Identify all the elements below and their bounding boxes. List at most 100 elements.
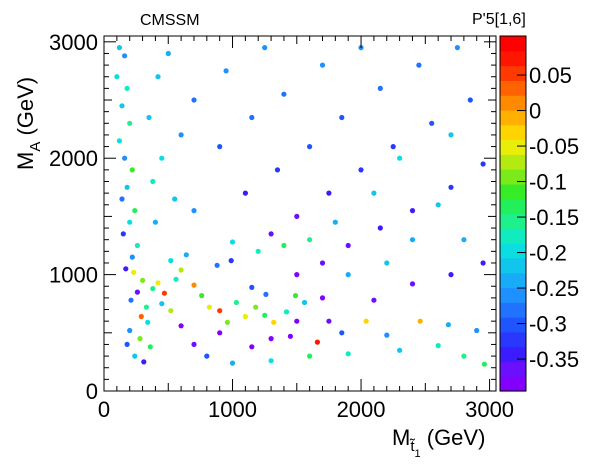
data-point bbox=[119, 103, 125, 109]
colorbar-segment bbox=[500, 376, 526, 392]
data-point bbox=[137, 336, 143, 342]
data-point bbox=[178, 132, 184, 138]
data-point bbox=[397, 155, 403, 161]
data-point bbox=[283, 309, 290, 315]
colorbar-frame bbox=[499, 35, 527, 392]
colorbar-tick-label: 0.05 bbox=[529, 63, 572, 88]
data-point bbox=[204, 353, 210, 359]
data-point bbox=[255, 248, 261, 254]
data-point bbox=[122, 155, 128, 161]
data-point bbox=[253, 304, 259, 310]
data-point bbox=[467, 97, 473, 103]
data-point bbox=[165, 50, 171, 57]
data-point bbox=[114, 74, 120, 80]
data-point bbox=[274, 167, 281, 173]
data-point bbox=[145, 319, 151, 325]
data-point bbox=[345, 242, 351, 249]
x-tick-label: 3000 bbox=[465, 397, 514, 422]
colorbar-segment bbox=[500, 302, 526, 318]
data-point bbox=[191, 341, 197, 347]
data-point bbox=[481, 361, 487, 367]
data-point bbox=[345, 351, 351, 357]
data-point bbox=[249, 284, 255, 290]
data-point bbox=[271, 319, 277, 325]
data-point bbox=[242, 190, 248, 196]
colorbar-tick-label: -0.25 bbox=[529, 276, 579, 301]
data-point bbox=[294, 272, 300, 278]
data-point bbox=[233, 299, 239, 306]
data-point bbox=[150, 286, 156, 292]
data-point bbox=[122, 53, 128, 59]
data-point bbox=[191, 282, 197, 288]
data-point bbox=[480, 260, 486, 266]
colorbar-tick-label: 0 bbox=[529, 99, 541, 124]
data-point bbox=[326, 190, 332, 196]
data-point bbox=[409, 237, 416, 243]
data-point bbox=[307, 353, 313, 359]
data-point bbox=[281, 242, 287, 249]
colorbar-segment bbox=[500, 36, 526, 52]
data-point bbox=[480, 161, 486, 167]
colorbar-segment bbox=[500, 124, 526, 141]
data-point bbox=[173, 276, 179, 282]
data-point bbox=[228, 258, 234, 264]
data-point bbox=[461, 353, 467, 359]
data-point bbox=[461, 237, 467, 243]
data-point bbox=[116, 45, 122, 51]
data-point bbox=[377, 85, 383, 91]
data-point bbox=[159, 155, 165, 161]
data-point bbox=[384, 260, 390, 266]
data-point bbox=[249, 114, 255, 121]
data-point bbox=[339, 330, 345, 336]
data-point bbox=[172, 196, 178, 202]
data-point bbox=[319, 260, 326, 266]
data-point bbox=[417, 318, 423, 324]
data-point bbox=[409, 208, 416, 214]
colorbar-segment bbox=[500, 287, 526, 303]
data-point bbox=[319, 295, 326, 301]
data-point bbox=[132, 208, 138, 214]
data-point bbox=[307, 144, 313, 150]
data-point bbox=[131, 269, 137, 275]
colorbar-segment bbox=[500, 361, 526, 377]
data-point bbox=[281, 91, 287, 97]
data-point bbox=[150, 178, 156, 185]
data-point bbox=[292, 293, 299, 299]
data-point bbox=[191, 208, 197, 214]
data-point bbox=[409, 281, 416, 287]
colorbar-segment bbox=[500, 272, 526, 289]
colorbar-segment bbox=[500, 331, 526, 348]
data-point bbox=[229, 360, 236, 366]
y-tick-label: 1000 bbox=[49, 263, 98, 288]
data-point bbox=[191, 97, 197, 103]
data-point bbox=[146, 114, 152, 121]
data-point bbox=[371, 190, 377, 196]
data-point bbox=[307, 237, 313, 243]
data-point bbox=[138, 313, 144, 320]
data-point bbox=[262, 45, 268, 51]
colorbar-segment bbox=[500, 154, 526, 170]
colorbar-segment bbox=[500, 213, 526, 229]
data-point bbox=[124, 184, 130, 190]
colorbar-tick-label: -0.15 bbox=[529, 205, 579, 230]
data-point bbox=[242, 313, 248, 320]
colorbar-tick-label: -0.1 bbox=[529, 170, 567, 195]
data-point bbox=[217, 330, 223, 336]
data-point bbox=[358, 167, 364, 173]
data-point bbox=[294, 213, 300, 219]
data-point bbox=[454, 45, 460, 51]
colorbar-segment bbox=[500, 346, 526, 363]
data-point bbox=[435, 343, 441, 349]
data-point bbox=[287, 333, 293, 339]
data-point bbox=[326, 318, 332, 324]
data-point bbox=[217, 144, 223, 150]
data-point bbox=[448, 184, 454, 190]
colorbar-tick-label: -0.2 bbox=[529, 241, 567, 266]
data-point bbox=[178, 267, 184, 273]
data-point bbox=[363, 318, 369, 324]
data-point bbox=[128, 297, 134, 303]
colorbar-segment bbox=[500, 198, 526, 215]
colorbar-segment bbox=[500, 50, 526, 67]
colorbar-segment bbox=[500, 169, 526, 185]
